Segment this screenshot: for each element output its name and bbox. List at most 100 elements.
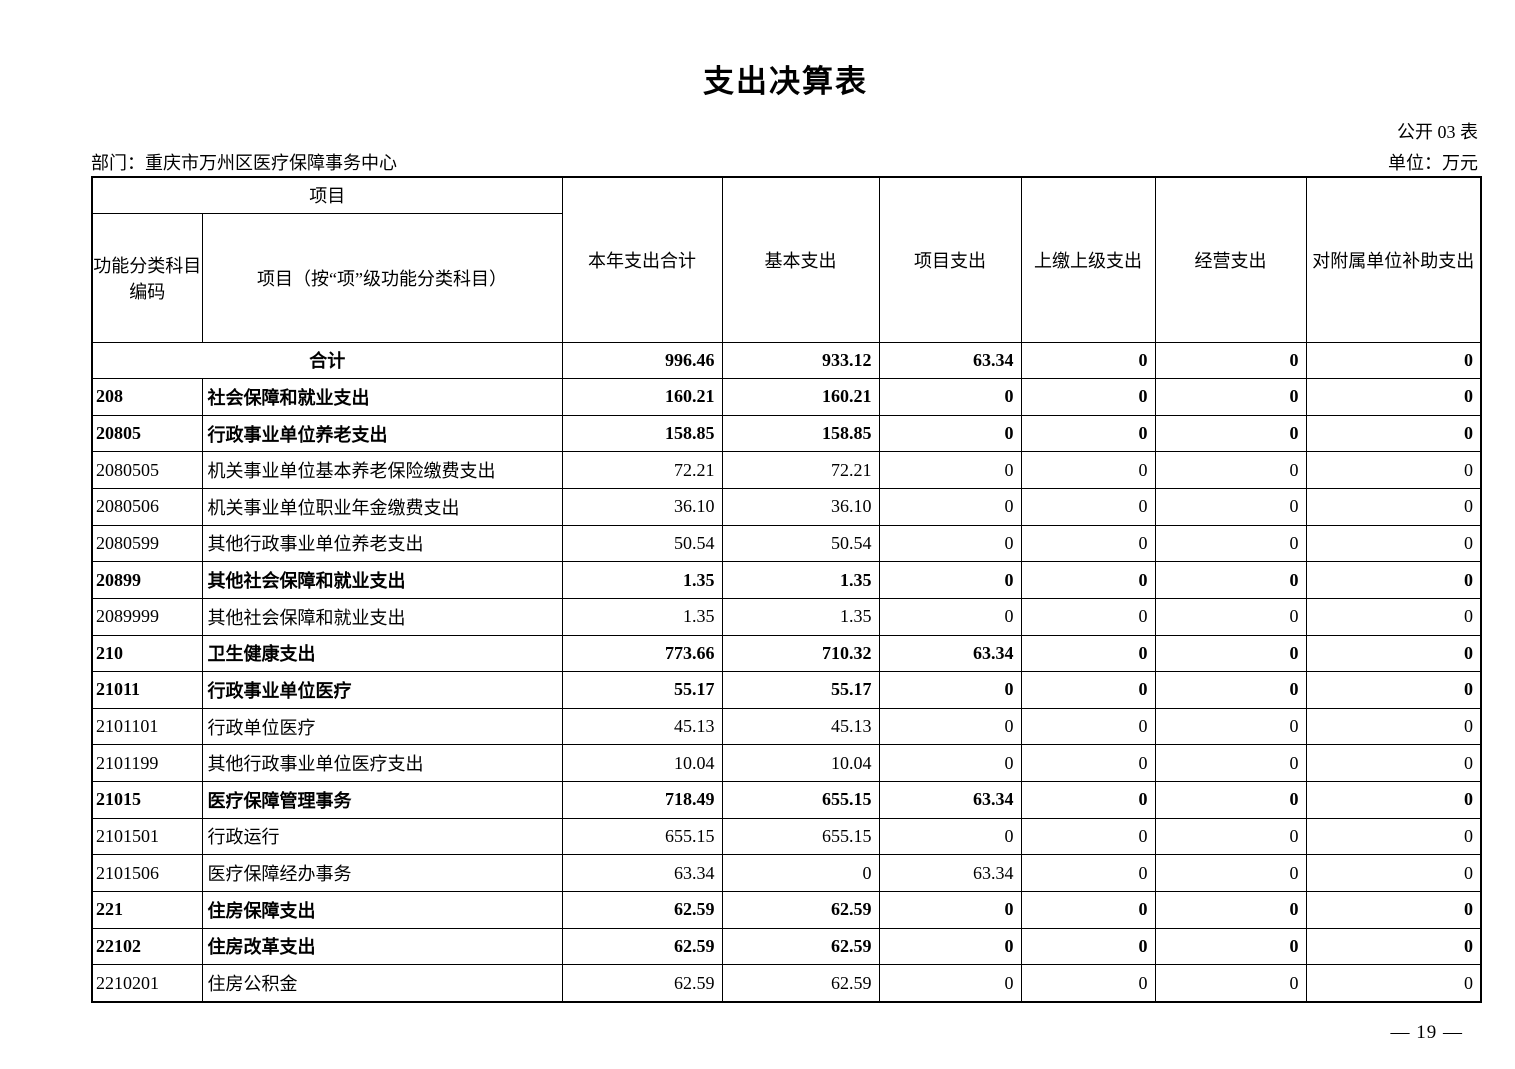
value-cell: 160.21 (721, 378, 880, 416)
table-row: 210 卫生健康支出 773.66 710.32 63.34 0 0 0 (91, 634, 1482, 673)
code-cell: 2210201 (91, 964, 203, 1003)
value-cell: 36.10 (721, 488, 880, 526)
table-row: 20899 其他社会保障和就业支出 1.35 1.35 0 0 0 0 (91, 561, 1482, 599)
value-cell: 0 (1305, 378, 1482, 416)
total-value-cell: 63.34 (878, 341, 1022, 380)
value-cell: 62.59 (721, 964, 880, 1003)
table-row: 2101501 行政运行 655.15 655.15 0 0 0 0 (91, 817, 1482, 856)
name-cell: 其他社会保障和就业支出 (201, 597, 563, 636)
value-cell: 0 (1154, 671, 1307, 709)
value-cell: 72.21 (721, 451, 880, 489)
value-cell: 72.21 (561, 451, 723, 489)
name-cell: 其他行政事业单位养老支出 (201, 524, 563, 563)
value-cell: 0 (1154, 854, 1307, 892)
value-cell: 0 (1305, 964, 1482, 1003)
total-value-cell: 0 (1305, 341, 1482, 380)
table-row: 2080506 机关事业单位职业年金缴费支出 36.10 36.10 0 0 0 0 (91, 488, 1482, 526)
value-cell: 0 (1020, 524, 1156, 563)
value-cell: 0 (878, 597, 1022, 636)
value-cell: 0 (1154, 414, 1307, 453)
value-cell: 62.59 (721, 927, 880, 966)
value-cell: 0 (1020, 414, 1156, 453)
name-cell: 住房公积金 (201, 964, 563, 1003)
value-cell: 0 (878, 561, 1022, 599)
value-cell: 0 (1020, 561, 1156, 599)
value-cell: 50.54 (561, 524, 723, 563)
name-cell: 行政事业单位医疗 (201, 671, 563, 709)
value-cell: 45.13 (721, 707, 880, 746)
header-function-code: 功能分类科目 编码 (91, 212, 203, 343)
name-cell: 其他社会保障和就业支出 (201, 561, 563, 599)
value-cell: 158.85 (721, 414, 880, 453)
value-cell: 0 (1020, 378, 1156, 416)
value-cell: 0 (1305, 488, 1482, 526)
table-row: 21011 行政事业单位医疗 55.17 55.17 0 0 0 0 (91, 671, 1482, 709)
value-cell: 0 (1305, 597, 1482, 636)
name-cell: 机关事业单位基本养老保险缴费支出 (201, 451, 563, 489)
table-row: 2089999 其他社会保障和就业支出 1.35 1.35 0 0 0 0 (91, 597, 1482, 636)
value-cell: 0 (1154, 561, 1307, 599)
value-cell: 0 (1020, 854, 1156, 892)
value-cell: 0 (878, 890, 1022, 929)
header-function-code-line2: 编码 (129, 281, 166, 302)
value-cell: 0 (1305, 707, 1482, 746)
value-cell: 0 (1154, 451, 1307, 489)
header-value-col-6: 对附属单位补助支出 (1305, 176, 1482, 343)
value-cell: 45.13 (561, 707, 723, 746)
name-cell: 行政单位医疗 (201, 707, 563, 746)
code-cell: 21011 (91, 671, 203, 709)
header-value-col-1: 本年支出合计 (561, 176, 723, 343)
value-cell: 0 (1305, 634, 1482, 673)
value-cell: 0 (1020, 451, 1156, 489)
header-value-col-2: 基本支出 (721, 176, 880, 343)
value-cell: 0 (1305, 414, 1482, 453)
value-cell: 0 (878, 378, 1022, 416)
header-project-group: 项目 (91, 176, 563, 214)
name-cell: 其他行政事业单位医疗支出 (201, 744, 563, 782)
value-cell: 0 (1154, 524, 1307, 563)
table-row: 2101101 行政单位医疗 45.13 45.13 0 0 0 0 (91, 707, 1482, 746)
code-cell: 21015 (91, 781, 203, 819)
total-value-cell: 933.12 (721, 341, 880, 380)
value-cell: 0 (1020, 707, 1156, 746)
value-cell: 62.59 (561, 964, 723, 1003)
value-cell: 718.49 (561, 781, 723, 819)
value-cell: 10.04 (721, 744, 880, 782)
value-cell: 0 (1154, 378, 1307, 416)
value-cell: 158.85 (561, 414, 723, 453)
value-cell: 36.10 (561, 488, 723, 526)
value-cell: 0 (1020, 927, 1156, 966)
value-cell: 160.21 (561, 378, 723, 416)
value-cell: 0 (1020, 671, 1156, 709)
value-cell: 0 (1020, 744, 1156, 782)
unit-label: 单位：万元 (1388, 153, 1478, 173)
name-cell: 行政事业单位养老支出 (201, 414, 563, 453)
code-cell: 20899 (91, 561, 203, 599)
value-cell: 63.34 (878, 634, 1022, 673)
name-cell: 社会保障和就业支出 (201, 378, 563, 416)
header-row-bottom: 功能分类科目 编码 项目（按“项”级功能分类科目） (91, 212, 1481, 343)
header-value-col-5: 经营支出 (1154, 176, 1307, 343)
value-cell: 0 (1154, 781, 1307, 819)
form-number-label: 公开 03 表 (1397, 122, 1478, 142)
name-cell: 行政运行 (201, 817, 563, 856)
header-value-col-3: 项目支出 (878, 176, 1022, 343)
value-cell: 710.32 (721, 634, 880, 673)
value-cell: 655.15 (561, 817, 723, 856)
value-cell: 0 (1154, 488, 1307, 526)
value-cell: 0 (1020, 634, 1156, 673)
name-cell: 住房改革支出 (201, 927, 563, 966)
header-project-name: 项目（按“项”级功能分类科目） (201, 212, 563, 343)
value-cell: 0 (878, 524, 1022, 563)
value-cell: 0 (1305, 524, 1482, 563)
value-cell: 0 (1305, 854, 1482, 892)
value-cell: 0 (878, 964, 1022, 1003)
code-cell: 208 (91, 378, 203, 416)
department-label: 部门：重庆市万州区医疗保障事务中心 (91, 153, 397, 173)
value-cell: 55.17 (721, 671, 880, 709)
value-cell: 0 (878, 744, 1022, 782)
table-row: 2210201 住房公积金 62.59 62.59 0 0 0 0 (91, 964, 1482, 1003)
value-cell: 63.34 (878, 854, 1022, 892)
value-cell: 0 (1020, 781, 1156, 819)
